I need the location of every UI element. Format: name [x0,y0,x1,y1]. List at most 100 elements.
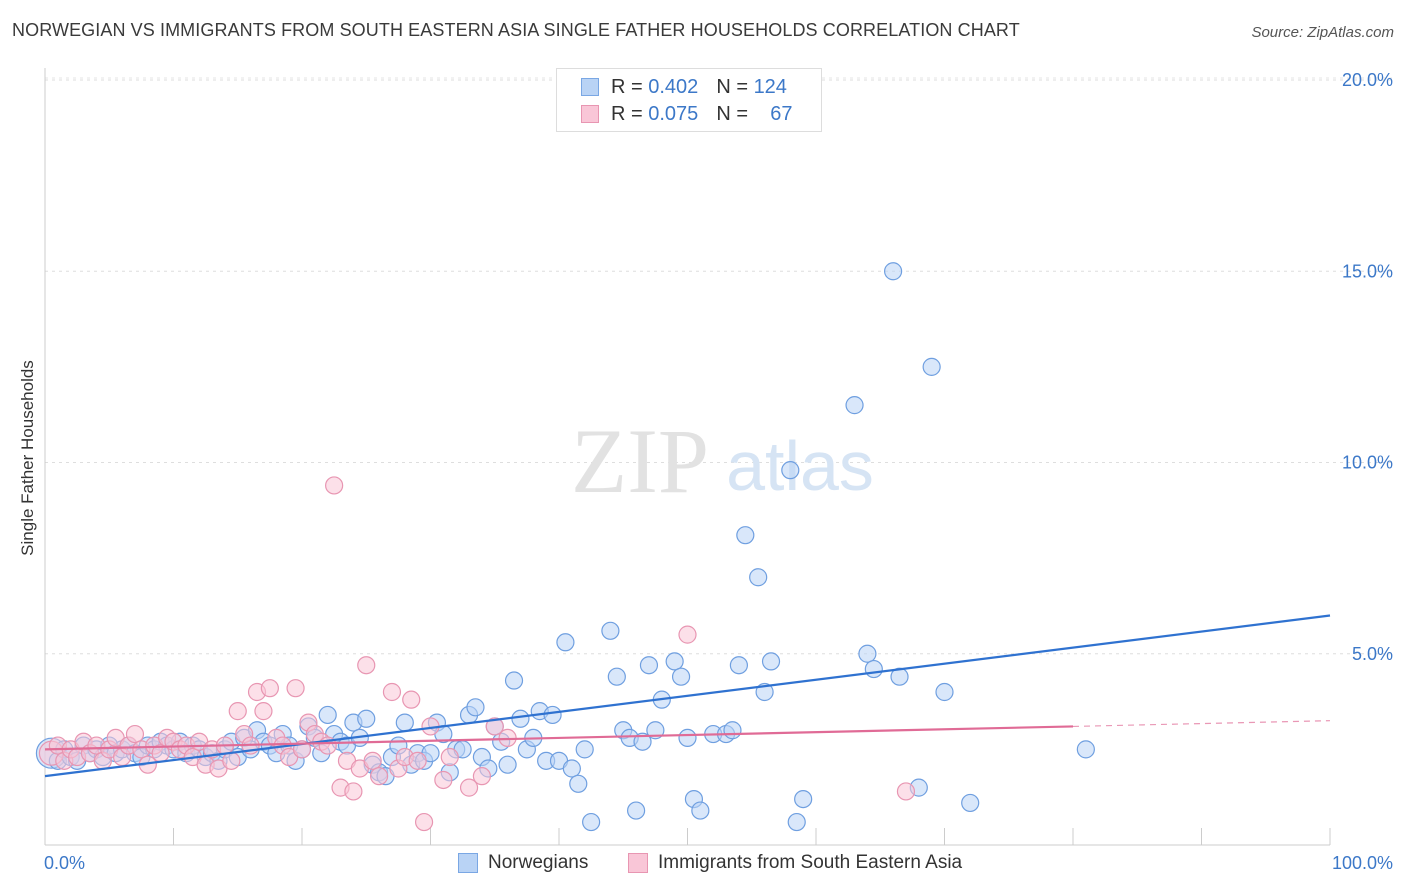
point-norwegians [794,789,813,809]
point-norwegians [1076,740,1095,759]
point-immigrants [286,679,305,698]
legend-swatch-blue [581,78,599,96]
point-immigrants [325,476,344,495]
point-norwegians [845,396,864,415]
trend-line-norwegians [44,614,1331,778]
point-norwegians [504,671,524,690]
point-norwegians [633,732,652,751]
gridlines [45,77,1392,655]
point-immigrants [440,747,459,767]
point-norwegians [582,812,601,832]
x-tick-label: 100.0% [1332,853,1393,873]
point-norwegians [395,713,414,732]
point-immigrants [896,782,916,801]
point-norwegians [556,633,575,652]
point-immigrants [260,679,279,698]
legend-n-value: 67 [770,102,793,125]
point-immigrants [414,812,434,832]
point-immigrants [357,656,376,675]
series-legend: Norwegians Immigrants from South Eastern… [0,852,1406,878]
trend-line-immigrants [44,725,1074,751]
point-norwegians [691,801,710,820]
watermark-atlas: atlas [726,427,874,505]
point-immigrants [678,625,697,644]
point-immigrants [472,767,491,786]
point-norwegians [723,721,742,740]
point-norwegians [626,801,646,820]
point-immigrants [254,702,273,721]
point-norwegians [961,793,980,813]
legend-swatch-pink [581,105,599,123]
point-norwegians [318,705,337,725]
chart-title: NORWEGIAN VS IMMIGRANTS FROM SOUTH EASTE… [12,20,1020,40]
point-immigrants [222,751,241,770]
point-immigrants [370,767,389,786]
point-norwegians [671,667,691,686]
trend-line-immigrants-extension [1072,720,1331,728]
y-tick-label: 5.0% [1352,644,1393,664]
legend-item-immigrants[interactable]: Immigrants from South Eastern Asia [628,852,962,874]
legend-r-label: R = [611,102,643,125]
legend-row-immigrants: R = 0.075 N = 67 [581,101,792,127]
point-norwegians [607,667,626,686]
point-immigrants [125,724,145,744]
series-immigrants [38,476,916,832]
point-norwegians [575,740,594,759]
point-norwegians [569,774,588,793]
x-tick-label: 0.0% [44,853,85,873]
point-immigrants [382,682,402,702]
point-norwegians [665,652,684,671]
legend-n-label: N = [716,102,748,125]
axes [44,68,1331,846]
point-immigrants [485,717,504,736]
point-immigrants [408,751,427,770]
point-norwegians [466,698,485,717]
point-norwegians [787,812,806,832]
point-norwegians [639,656,659,675]
legend-n-label: N = [716,75,748,98]
legend-r-value: 0.075 [648,102,699,125]
point-norwegians [498,755,517,774]
legend-row-norwegians: R = 0.402 N = 124 [581,74,787,100]
point-immigrants [363,751,382,770]
point-norwegians [883,262,903,281]
point-norwegians [736,526,755,545]
legend-label-immigrants: Immigrants from South Eastern Asia [658,852,963,873]
tick-labels: 5.0% 10.0% 15.0% 20.0% 0.0% 100.0% [44,70,1393,873]
point-norwegians [922,357,941,376]
y-tick-label: 10.0% [1342,453,1393,473]
watermark-zip: ZIP [571,410,709,512]
legend-n-value: 124 [753,75,787,98]
point-immigrants [459,778,479,797]
point-norwegians [678,728,697,748]
point-norwegians [601,621,620,640]
y-tick-label: 20.0% [1342,70,1393,90]
point-norwegians [357,709,376,728]
point-immigrants [344,782,363,801]
y-tick-label: 15.0% [1342,261,1393,281]
point-norwegians [729,656,749,675]
source-label: Source: ZipAtlas.com [1251,24,1394,41]
point-norwegians [858,644,877,663]
point-norwegians [543,705,562,725]
legend-swatch-pink [628,853,648,873]
point-norwegians [749,568,768,587]
point-norwegians [935,682,954,702]
correlation-legend: R = 0.402 N = 124 R = 0.075 N = 67 [556,68,822,132]
point-norwegians [761,652,781,671]
legend-swatch-blue [458,853,478,873]
point-norwegians [890,667,909,686]
point-norwegians [864,659,883,679]
point-norwegians [781,461,800,480]
legend-item-norwegians[interactable]: Norwegians [458,852,588,874]
point-norwegians [646,721,665,740]
point-immigrants [228,702,247,721]
legend-label-norwegians: Norwegians [488,852,589,873]
point-norwegians [511,709,530,728]
legend-r-label: R = [611,75,643,98]
trend-lines [44,614,1331,778]
point-norwegians [562,759,581,778]
point-immigrants [402,690,421,709]
legend-r-value: 0.402 [648,75,699,98]
